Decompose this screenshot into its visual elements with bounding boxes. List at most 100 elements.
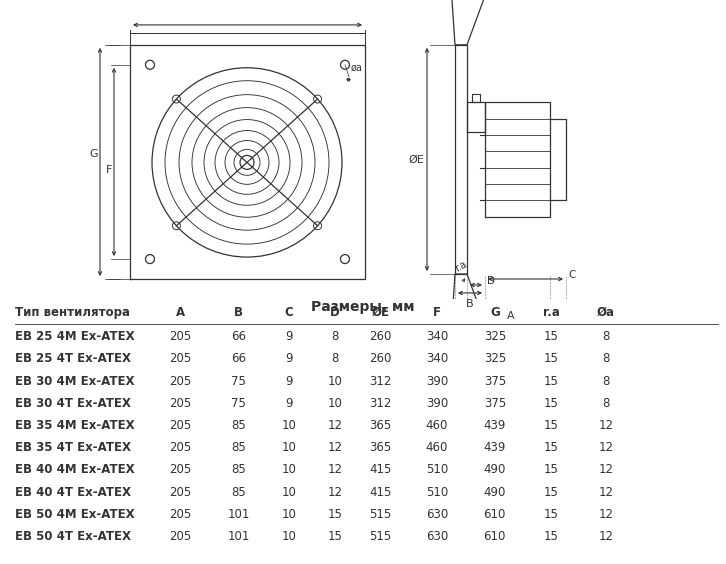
- Text: 9: 9: [285, 396, 293, 410]
- Text: 630: 630: [426, 508, 448, 521]
- Text: 15: 15: [544, 530, 558, 543]
- Text: F: F: [433, 306, 441, 319]
- Text: 205: 205: [169, 464, 191, 477]
- Text: 85: 85: [231, 441, 246, 454]
- Text: 610: 610: [484, 508, 506, 521]
- Text: 460: 460: [426, 419, 448, 432]
- Text: 340: 340: [426, 330, 448, 343]
- Text: 15: 15: [544, 508, 558, 521]
- Text: ЕВ 30 4М Ex-ATEX: ЕВ 30 4М Ex-ATEX: [15, 374, 134, 387]
- Text: 312: 312: [370, 396, 392, 410]
- Text: ЕВ 40 4Т Ex-ATEX: ЕВ 40 4Т Ex-ATEX: [15, 486, 131, 499]
- Text: 205: 205: [169, 441, 191, 454]
- Text: 15: 15: [544, 330, 558, 343]
- Text: 15: 15: [544, 419, 558, 432]
- Text: ØE: ØE: [408, 155, 424, 165]
- Text: ЕВ 35 4М Ex-ATEX: ЕВ 35 4М Ex-ATEX: [15, 419, 134, 432]
- Text: 10: 10: [327, 374, 343, 387]
- Text: 12: 12: [327, 441, 343, 454]
- Text: B: B: [466, 299, 474, 309]
- Text: ЕВ 50 4М Ex-ATEX: ЕВ 50 4М Ex-ATEX: [15, 508, 134, 521]
- Text: 490: 490: [484, 464, 506, 477]
- Text: 365: 365: [370, 419, 392, 432]
- Text: 12: 12: [598, 508, 613, 521]
- Text: 205: 205: [169, 352, 191, 365]
- Text: 15: 15: [327, 508, 343, 521]
- Text: 10: 10: [282, 530, 297, 543]
- Text: 10: 10: [282, 486, 297, 499]
- Text: 8: 8: [603, 374, 610, 387]
- Text: ØE: ØE: [372, 306, 390, 319]
- Text: 365: 365: [370, 441, 392, 454]
- Text: 9: 9: [285, 330, 293, 343]
- Text: G: G: [89, 149, 98, 160]
- Text: 66: 66: [231, 330, 246, 343]
- Text: 12: 12: [598, 464, 613, 477]
- Text: 12: 12: [598, 441, 613, 454]
- Text: 9: 9: [285, 374, 293, 387]
- Text: 15: 15: [544, 374, 558, 387]
- Text: Тип вентилятора: Тип вентилятора: [15, 306, 129, 319]
- Text: 325: 325: [484, 330, 506, 343]
- Text: 460: 460: [426, 441, 448, 454]
- Text: 8: 8: [331, 352, 338, 365]
- Text: 439: 439: [484, 441, 506, 454]
- Text: F: F: [105, 165, 112, 175]
- Text: D: D: [487, 276, 495, 286]
- Text: 75: 75: [231, 396, 246, 410]
- Text: 390: 390: [426, 374, 448, 387]
- Text: 205: 205: [169, 396, 191, 410]
- Text: 415: 415: [370, 464, 392, 477]
- Text: r.a: r.a: [453, 259, 469, 274]
- Text: B: B: [234, 306, 243, 319]
- Text: 15: 15: [544, 352, 558, 365]
- Text: 439: 439: [484, 419, 506, 432]
- Text: 515: 515: [370, 508, 392, 521]
- Text: 9: 9: [285, 352, 293, 365]
- Text: 12: 12: [598, 419, 613, 432]
- Text: ЕВ 30 4Т Ex-ATEX: ЕВ 30 4Т Ex-ATEX: [15, 396, 131, 410]
- Text: 10: 10: [282, 419, 297, 432]
- Text: 610: 610: [484, 530, 506, 543]
- Text: 10: 10: [282, 464, 297, 477]
- Text: 8: 8: [331, 330, 338, 343]
- Text: 15: 15: [544, 464, 558, 477]
- Text: 205: 205: [169, 530, 191, 543]
- Text: 85: 85: [231, 486, 246, 499]
- Text: A: A: [176, 306, 184, 319]
- Text: 312: 312: [370, 374, 392, 387]
- Text: 515: 515: [370, 530, 392, 543]
- Text: 390: 390: [426, 396, 448, 410]
- Text: 10: 10: [327, 396, 343, 410]
- Text: Øa: Øa: [597, 306, 615, 319]
- Text: 415: 415: [370, 486, 392, 499]
- Text: 205: 205: [169, 486, 191, 499]
- Text: Размеры, мм: Размеры, мм: [311, 300, 415, 314]
- Text: 8: 8: [603, 396, 610, 410]
- Text: 101: 101: [227, 508, 250, 521]
- Text: 15: 15: [544, 486, 558, 499]
- Text: 12: 12: [327, 419, 343, 432]
- Text: 325: 325: [484, 352, 506, 365]
- Text: ЕВ 40 4М Ex-ATEX: ЕВ 40 4М Ex-ATEX: [15, 464, 134, 477]
- Text: 101: 101: [227, 530, 250, 543]
- Text: 66: 66: [231, 352, 246, 365]
- Text: 10: 10: [282, 441, 297, 454]
- Text: ЕВ 50 4Т Ex-ATEX: ЕВ 50 4Т Ex-ATEX: [15, 530, 131, 543]
- Text: 10: 10: [282, 508, 297, 521]
- Text: 340: 340: [426, 352, 448, 365]
- Text: C: C: [568, 270, 576, 280]
- Text: 15: 15: [544, 441, 558, 454]
- Text: 15: 15: [544, 396, 558, 410]
- Text: 12: 12: [327, 486, 343, 499]
- Text: r.a: r.a: [543, 306, 560, 319]
- Text: 510: 510: [426, 464, 448, 477]
- Text: C: C: [285, 306, 293, 319]
- Text: øa: øa: [351, 63, 363, 73]
- Text: 85: 85: [231, 419, 246, 432]
- Text: 490: 490: [484, 486, 506, 499]
- Text: ЕВ 35 4Т Ex-ATEX: ЕВ 35 4Т Ex-ATEX: [15, 441, 131, 454]
- Text: A: A: [507, 311, 514, 321]
- Text: G: G: [490, 306, 499, 319]
- Text: 12: 12: [327, 464, 343, 477]
